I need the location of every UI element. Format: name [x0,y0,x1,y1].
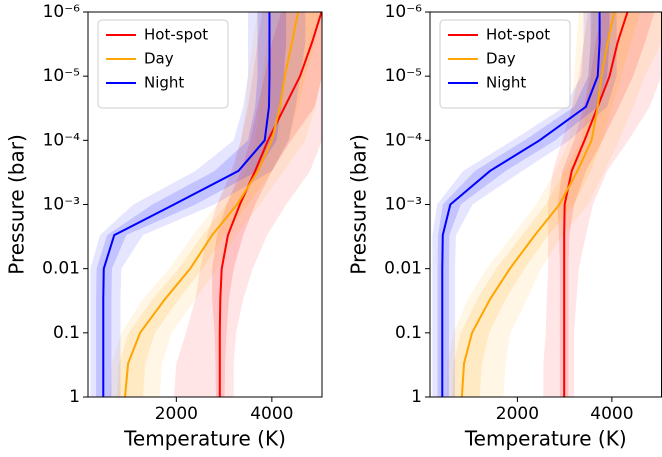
line [218,12,322,397]
y-tick-label: 1 [69,387,80,407]
legend-label: Hot-spot [144,26,208,44]
uncertainty-band [437,12,610,397]
x-tick-label: 2000 [496,404,539,424]
plot-area [432,12,662,397]
y-tick-label: 10⁻⁴ [43,130,81,150]
y-tick-label: 1 [411,387,422,407]
legend-label: Day [486,50,516,68]
panel: 2000 4000 10⁻⁶ 10⁻⁵ 10⁻⁴ 10⁻³ 0.01 0.1 1 Temperat… [5,2,323,451]
y-tick-label: 0.01 [42,259,80,279]
legend-label: Hot-spot [486,26,550,44]
y-tick-label: 0.1 [53,323,80,343]
line [563,12,629,397]
legend: Hot-spot Day Night [97,19,229,109]
uncertainty-band [432,12,617,397]
legend-label: Night [486,74,526,92]
y-tick-label: 0.01 [384,259,422,279]
panel: 2000 4000 10⁻⁶ 10⁻⁵ 10⁻⁴ 10⁻³ 0.01 0.1 1 Temperat… [347,2,662,451]
line [102,12,271,397]
uncertainty-band [557,12,655,397]
x-axis-label: Temperature (K) [464,427,627,451]
x-tick-label: 2000 [155,404,198,424]
uncertainty-band [543,12,662,397]
y-tick-label: 10⁻³ [43,195,80,215]
uncertainty-band [90,12,306,397]
legend-label: Day [144,50,174,68]
x-axis-label: Temperature (K) [123,427,286,451]
y-tick-label: 10⁻⁴ [385,130,423,150]
y-tick-label: 0.1 [395,323,422,343]
uncertainty-band [452,12,641,397]
y-axis-label: Pressure (bar) [5,134,29,275]
y-tick-label: 10⁻⁵ [385,66,422,86]
line [460,12,616,397]
legend-box [439,19,571,109]
plot-area [90,12,322,397]
legend-label: Night [144,74,184,92]
y-tick-label: 10⁻⁵ [43,66,80,86]
legend: Hot-spot Day Night [439,19,571,109]
uncertainty-band [96,12,287,397]
x-tick-label: 4000 [590,404,633,424]
uncertainty-band [446,12,662,397]
line [441,12,601,397]
x-tick-label: 4000 [250,404,293,424]
y-axis-label: Pressure (bar) [347,134,371,275]
y-tick-label: 10⁻⁶ [43,2,81,22]
line [124,12,300,397]
uncertainty-band [212,12,322,397]
y-tick-label: 10⁻³ [385,195,422,215]
y-tick-label: 10⁻⁶ [385,2,423,22]
legend-box [97,19,229,109]
